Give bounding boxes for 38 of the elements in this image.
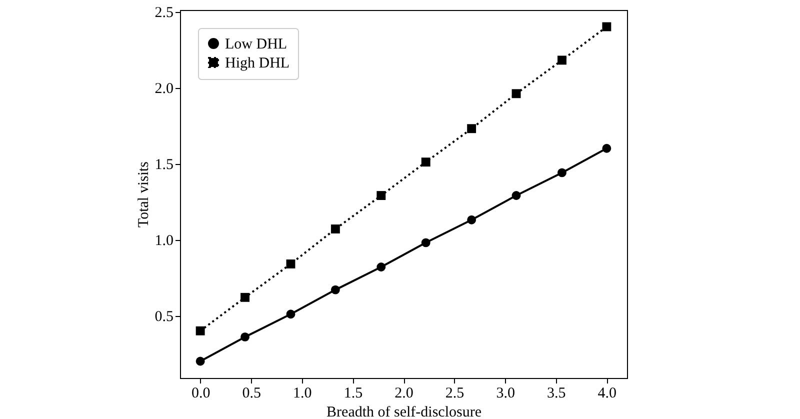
x-axis-title: Breadth of self-disclosure — [326, 404, 482, 419]
point — [286, 259, 296, 268]
point — [602, 22, 612, 32]
point — [376, 262, 386, 272]
point — [330, 224, 340, 234]
point — [376, 191, 386, 200]
legend-label: High DHL — [225, 56, 290, 72]
point — [512, 89, 521, 98]
point — [196, 326, 205, 336]
point — [240, 332, 250, 342]
y-tick-label: 2.5 — [154, 5, 174, 22]
y-tick-label: 2.0 — [154, 81, 174, 98]
point — [330, 285, 340, 294]
x-tick-label: 1.5 — [344, 386, 363, 402]
point — [240, 292, 250, 302]
x-tick-label: 3.0 — [496, 386, 515, 402]
x-tick-label: 1.0 — [293, 386, 312, 402]
legend-label: Low DHL — [225, 36, 288, 52]
x-tick-label: 2.0 — [394, 386, 414, 402]
y-tick-label: 1.0 — [154, 233, 174, 250]
y-tick-label: 0.5 — [154, 309, 174, 326]
x-tick-label: 0.0 — [191, 386, 210, 402]
x-tick-label: 0.5 — [242, 386, 261, 402]
point — [421, 158, 430, 167]
x-tick-label: 4.0 — [598, 386, 617, 402]
point — [467, 124, 476, 134]
x-tick-label: 3.5 — [547, 386, 566, 402]
point — [286, 310, 296, 319]
point — [421, 238, 430, 248]
point — [558, 168, 566, 178]
y-tick-label: 1.5 — [154, 157, 174, 174]
point — [602, 144, 612, 153]
y-axis-title: Total visits — [136, 161, 152, 228]
point — [558, 56, 566, 65]
x-tick-label: 2.5 — [445, 386, 464, 402]
point — [196, 356, 205, 366]
point — [467, 215, 476, 224]
point — [512, 191, 521, 200]
